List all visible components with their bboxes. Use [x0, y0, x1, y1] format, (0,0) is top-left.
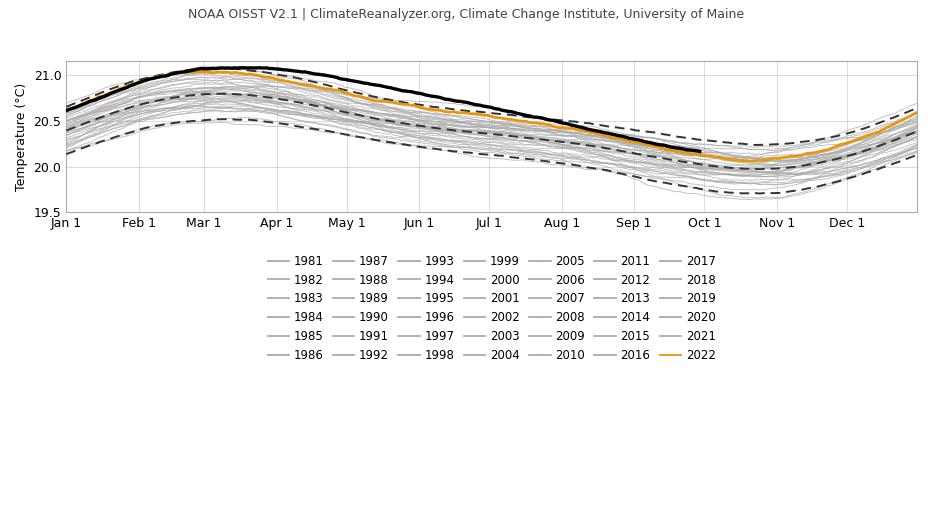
Legend: 1981, 1982, 1983, 1984, 1985, 1986, 1987, 1988, 1989, 1990, 1991, 1992, 1993, 19: 1981, 1982, 1983, 1984, 1985, 1986, 1987…	[263, 250, 720, 367]
Text: NOAA OISST V2.1 | ClimateReanalyzer.org, Climate Change Institute, University of: NOAA OISST V2.1 | ClimateReanalyzer.org,…	[188, 8, 744, 21]
Y-axis label: Temperature (°C): Temperature (°C)	[15, 83, 28, 191]
